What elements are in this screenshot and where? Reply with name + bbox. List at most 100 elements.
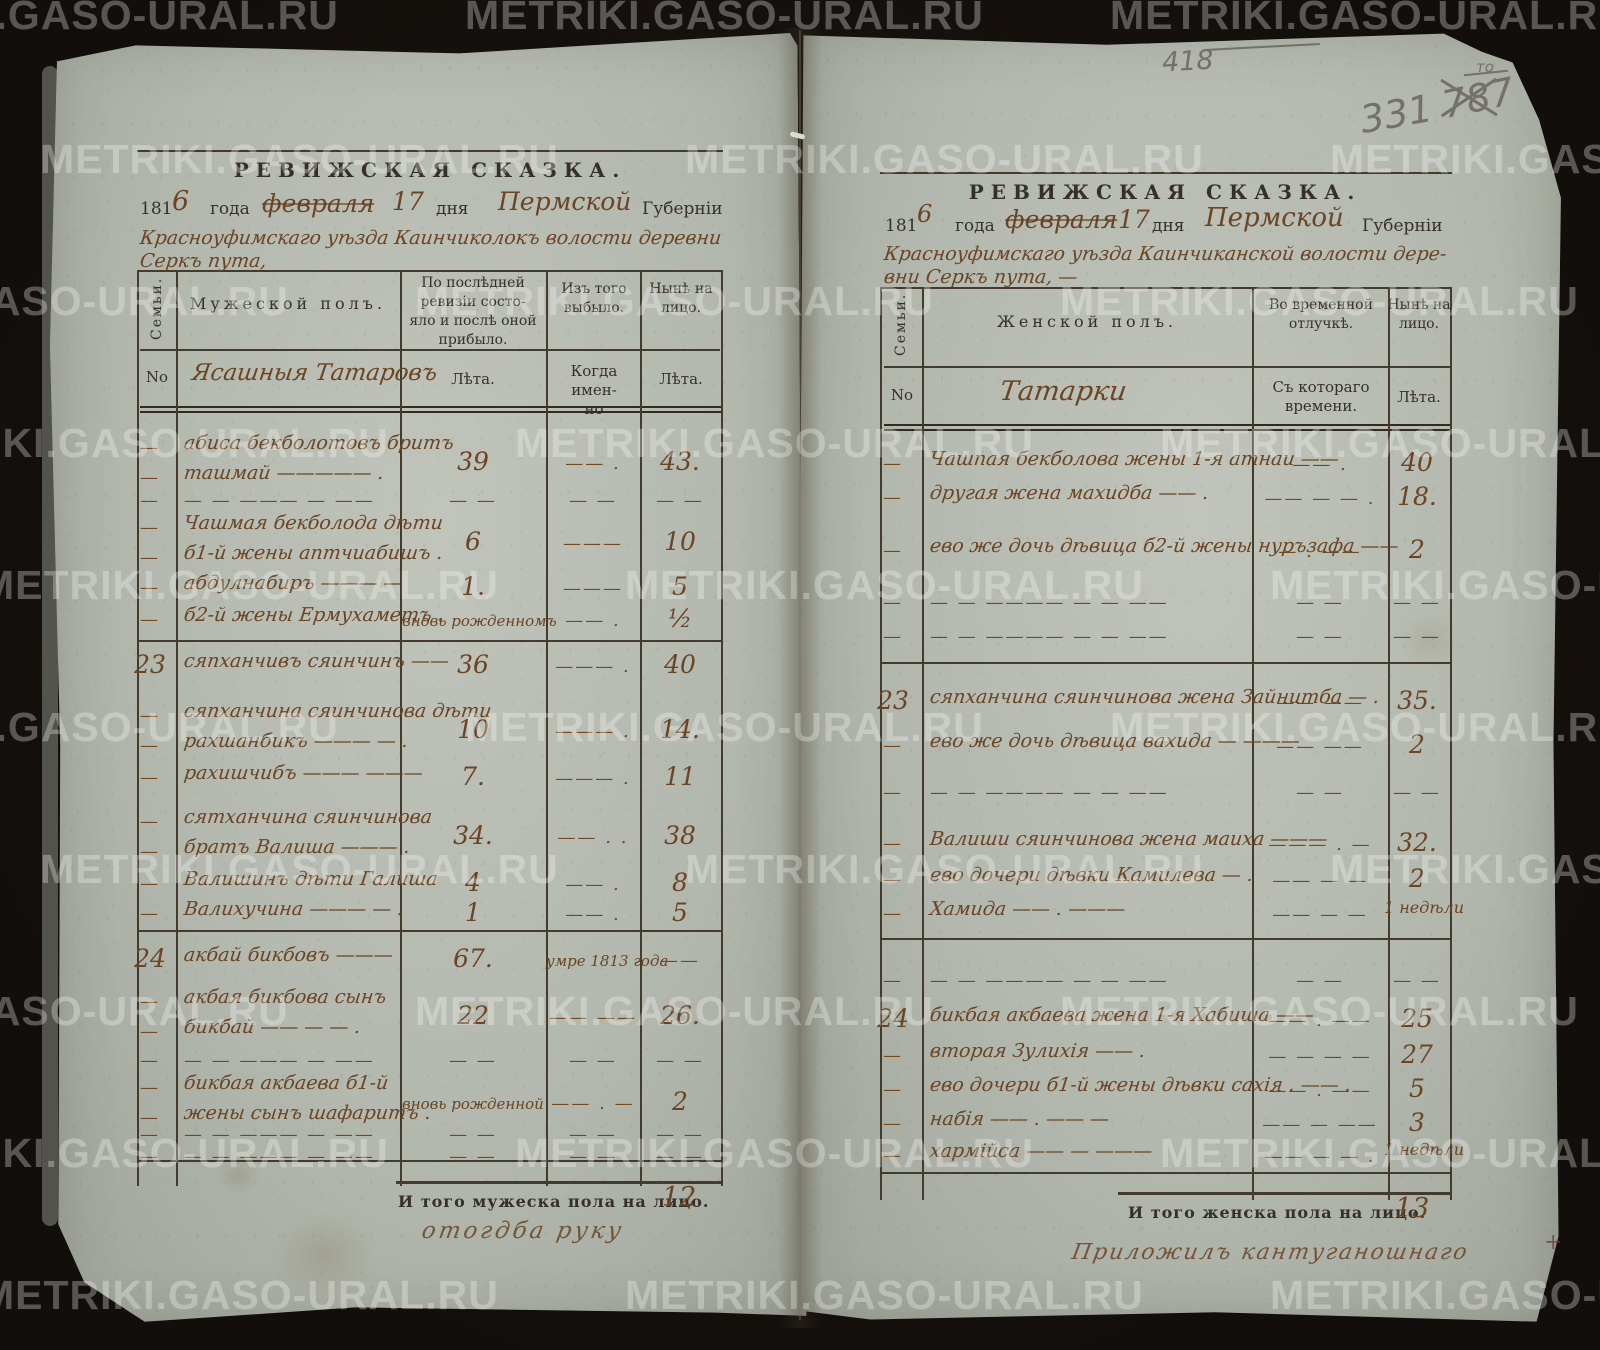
row-dash: — — [569,490,617,511]
row-family-dash: — [883,1145,903,1166]
row-family-number: 24 [877,1004,909,1033]
row-dash: — [883,626,903,647]
row-value: 1. [461,572,485,601]
row-dash: — — ——— — —— [184,1146,375,1167]
row-dash: — — [1296,970,1344,991]
row-value: 1 недѣли [1384,898,1465,917]
table-line [137,150,723,152]
row-value-dash: —— —— [549,1007,637,1028]
row-value-dash: —— . —— [1268,1010,1372,1031]
row-family-dash: — [140,1077,160,1098]
date-of-year-label: года [955,216,995,236]
row-dash: — — [1393,592,1441,613]
row-dash: — — [656,490,704,511]
row-family-dash: — [883,487,903,508]
table-line [884,366,1450,368]
row-dash: — — [569,1050,617,1071]
total-label: И того мужеска пола на лицо. [398,1192,710,1211]
row-value: 26. [660,1001,700,1030]
column-absent: Во временной отлучкѣ. [1269,297,1373,332]
table-line [922,287,924,1200]
row-value-dash: — . —— [1278,541,1362,562]
row-family-dash: — [140,903,160,924]
row-family-dash: — [883,1045,903,1066]
date-year-handwritten: 6 [172,186,190,217]
row-dash: — [140,1050,160,1071]
row-dash: — — [1393,970,1441,991]
table-line [880,172,1452,174]
column-prev-revision: По послѣдней ревизіи состо- яло и послѣ … [409,275,537,348]
table-line [396,1181,722,1184]
table-line [1388,287,1390,1200]
table-line [137,270,139,1186]
row-value: 18. [1397,482,1437,511]
row-family-dash: — [140,609,160,630]
column-female: Женской полъ. [996,312,1178,331]
row-value: 40 [664,650,696,679]
row-value-dash: ——— . [555,656,631,677]
row-value: 6 [465,527,481,556]
row-value: 10 [664,527,696,556]
province-label: Губерніи [1362,216,1443,236]
table-line [1118,1192,1452,1195]
row-dash: — — ——— — —— [184,1050,375,1071]
row-value: 5 [672,572,688,601]
row-dash: — — [656,1124,704,1145]
province-label: Губерніи [642,199,723,219]
table-line [400,270,402,1186]
row-name-line: бикбая акбаева жена 1-я Хабиша —— [928,1004,1316,1026]
row-value-dash: —— . —— [1268,1080,1372,1101]
table-line [137,1160,723,1162]
row-value: 5 [672,898,688,927]
row-dash: — — [656,1050,704,1071]
row-value-dash: —— — —— [1262,1114,1378,1135]
column-departed-sub: Когда имен- но [570,362,618,418]
table-line [137,930,723,932]
row-dash: — [140,1124,160,1145]
row-dash: — [883,592,903,613]
row-name-line: ево же дочь дѣвица вахида — ——— [928,730,1302,752]
row-dash: — — [1393,782,1441,803]
row-family-dash: — [883,453,903,474]
row-dash: — — [449,1050,497,1071]
row-dash: — — [449,490,497,511]
row-dash: — [140,490,160,511]
table-line [140,349,720,351]
row-dash: — [883,782,903,803]
column-now-sub: Лѣта. [1397,388,1441,406]
row-family-dash: — [140,467,160,488]
row-value: 7. [461,762,485,791]
row-name-line: ево дочери б1-й жены дѣвки сахія . —— . [928,1074,1353,1096]
table-double-line [140,406,722,413]
row-value-dash: —— —— [1276,692,1364,713]
table-line [880,287,1452,289]
row-value-dash: —— [660,950,700,971]
column-absent-sub: Съ котораго времени. [1272,378,1370,415]
row-value: 1 [465,898,481,927]
row-family-dash: — [883,903,903,924]
row-name-line: Хамида —— . ——— [928,898,1127,920]
row-value: 10 [457,715,489,744]
row-value-dash: —— . [1292,454,1348,475]
row-name-line: ево дочери дѣвки Камилева — . [928,864,1255,886]
row-value-dash: ——— . [555,768,631,789]
row-value: 2 [1409,730,1425,759]
row-value-dash: —— . — [551,1093,635,1114]
row-value: 2 [1409,535,1425,564]
row-value: 38 [664,821,696,850]
province-handwritten: Пермской [1205,203,1344,233]
table-line [137,640,723,642]
row-family-dash: — [883,833,903,854]
date-month-handwritten: февраля [262,189,375,218]
row-value: 2 [672,1087,688,1116]
column-no: No [890,386,914,404]
table-line [880,287,882,1200]
row-value-dash: — — — — [1268,1046,1372,1067]
row-family-dash: — [883,1113,903,1134]
page-title: РЕВИЖСКАЯ СКАЗКА. [233,158,627,182]
row-dash: — — [1296,782,1344,803]
date-day-handwritten: 17 [1118,205,1150,234]
row-value: 22 [457,1001,489,1030]
